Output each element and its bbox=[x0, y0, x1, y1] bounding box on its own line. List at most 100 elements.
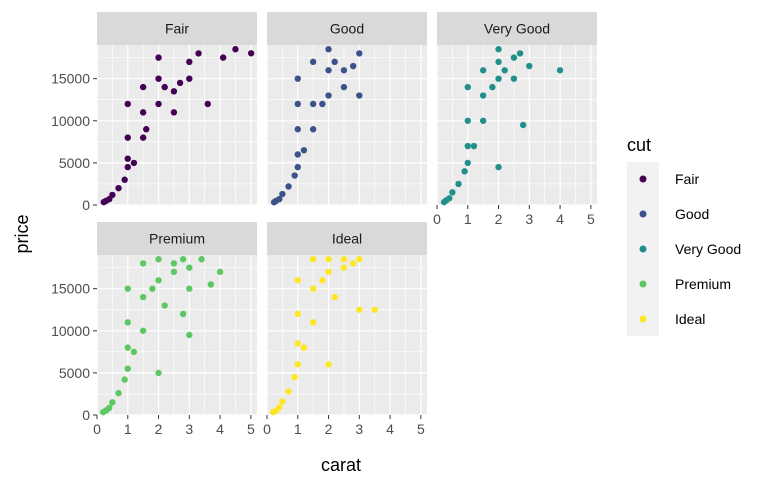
data-point-good bbox=[340, 83, 348, 91]
data-point-very-good bbox=[479, 67, 487, 74]
x-tick-label: 2 bbox=[325, 421, 333, 437]
x-tick-label: 0 bbox=[263, 421, 271, 437]
facet-panel-fair: Fair 0 5000 10000 15000 bbox=[51, 12, 257, 213]
y-tick-label: 5000 bbox=[59, 365, 90, 381]
data-point-fair bbox=[161, 83, 168, 91]
data-point-premium bbox=[186, 331, 193, 339]
data-point-premium bbox=[170, 260, 178, 267]
legend: cut Fair Good Very Good Premium Ideal bbox=[627, 135, 741, 336]
data-point-premium bbox=[124, 365, 131, 372]
data-point-premium bbox=[149, 285, 156, 292]
data-point-ideal bbox=[309, 256, 317, 263]
panel-background-premium bbox=[97, 255, 257, 415]
data-point-premium bbox=[124, 285, 131, 292]
data-point-fair bbox=[143, 126, 150, 133]
x-tick-label: 3 bbox=[355, 421, 363, 437]
data-point-fair bbox=[186, 58, 193, 66]
data-point-good bbox=[309, 58, 317, 66]
data-point-good bbox=[294, 100, 301, 108]
data-point-premium bbox=[186, 285, 193, 292]
data-point-fair bbox=[195, 50, 202, 57]
data-point-good bbox=[356, 92, 363, 99]
data-point-ideal bbox=[340, 256, 348, 263]
data-point-premium bbox=[216, 268, 224, 276]
x-tick-label: 1 bbox=[124, 421, 132, 437]
data-point-fair bbox=[186, 75, 193, 82]
x-tick-label: 2 bbox=[495, 211, 503, 227]
legend-item-very-good: Very Good bbox=[639, 241, 741, 257]
data-point-premium bbox=[109, 399, 116, 406]
data-point-ideal bbox=[309, 285, 317, 292]
x-tick-label: 0 bbox=[433, 211, 441, 227]
data-point-premium bbox=[170, 268, 178, 276]
data-point-very-good bbox=[510, 54, 518, 61]
data-point-good bbox=[309, 126, 317, 133]
data-point-ideal bbox=[285, 388, 292, 395]
legend-key-good bbox=[639, 210, 647, 218]
x-tick-label: 1 bbox=[294, 421, 302, 437]
data-point-fair bbox=[139, 109, 147, 116]
data-point-fair bbox=[247, 50, 255, 57]
facet-panel-good: Good bbox=[266, 12, 427, 206]
panel-background-very-good bbox=[437, 45, 597, 205]
panel-background-fair bbox=[97, 45, 257, 205]
data-point-fair bbox=[130, 159, 138, 167]
data-point-premium bbox=[161, 302, 168, 309]
data-point-fair bbox=[155, 75, 162, 82]
y-tick-label: 15000 bbox=[51, 281, 90, 297]
data-point-ideal bbox=[349, 260, 357, 267]
y-tick-label: 0 bbox=[82, 197, 90, 213]
legend-label-good: Good bbox=[675, 206, 709, 222]
data-point-very-good bbox=[479, 117, 487, 124]
data-point-very-good bbox=[519, 121, 527, 129]
data-point-good bbox=[294, 151, 301, 158]
data-point-good bbox=[285, 183, 292, 190]
data-point-premium bbox=[155, 277, 162, 284]
y-tick-label: 10000 bbox=[51, 323, 90, 339]
x-tick-label: 5 bbox=[247, 421, 255, 437]
data-point-premium bbox=[115, 389, 122, 397]
legend-key-ideal bbox=[639, 315, 647, 323]
legend-label-fair: Fair bbox=[675, 171, 699, 187]
legend-items: Fair Good Very Good Premium Ideal bbox=[639, 171, 741, 327]
x-tick-label: 5 bbox=[417, 421, 425, 437]
facet-strip-premium bbox=[97, 222, 257, 255]
data-point-premium bbox=[155, 369, 162, 377]
data-point-very-good bbox=[455, 180, 462, 188]
data-point-fair bbox=[176, 79, 184, 87]
data-point-fair bbox=[124, 163, 131, 171]
data-point-good bbox=[291, 172, 298, 179]
facet-strip-label-ideal: Ideal bbox=[332, 231, 362, 247]
x-axis-title: carat bbox=[321, 455, 361, 475]
data-point-premium bbox=[179, 256, 187, 263]
data-point-good bbox=[331, 58, 338, 66]
data-point-ideal bbox=[356, 256, 363, 263]
data-point-premium bbox=[207, 281, 215, 288]
legend-label-very-good: Very Good bbox=[675, 241, 741, 257]
legend-label-ideal: Ideal bbox=[675, 311, 705, 327]
facet-strip-label-good: Good bbox=[330, 21, 364, 37]
facet-strip-very-good bbox=[437, 12, 597, 45]
data-point-fair bbox=[139, 134, 147, 141]
data-point-premium bbox=[124, 344, 131, 351]
data-point-very-good bbox=[501, 67, 508, 74]
data-point-good bbox=[276, 195, 283, 203]
y-tick-label: 15000 bbox=[51, 71, 90, 87]
facet-strip-good bbox=[267, 12, 427, 45]
data-point-premium bbox=[155, 256, 162, 263]
data-point-fair bbox=[170, 88, 178, 95]
data-point-very-good bbox=[446, 195, 453, 202]
legend-key-premium bbox=[639, 280, 647, 288]
data-point-very-good bbox=[495, 58, 502, 66]
data-point-good bbox=[356, 50, 363, 57]
data-point-premium bbox=[121, 376, 128, 383]
data-point-fair bbox=[155, 54, 162, 61]
legend-item-ideal: Ideal bbox=[639, 311, 705, 327]
data-point-fair bbox=[232, 46, 239, 53]
data-point-ideal bbox=[331, 293, 338, 301]
x-tick-label: 3 bbox=[525, 211, 533, 227]
x-tick-label: 3 bbox=[185, 421, 193, 437]
data-point-good bbox=[349, 62, 357, 70]
y-tick-label: 0 bbox=[82, 407, 90, 423]
